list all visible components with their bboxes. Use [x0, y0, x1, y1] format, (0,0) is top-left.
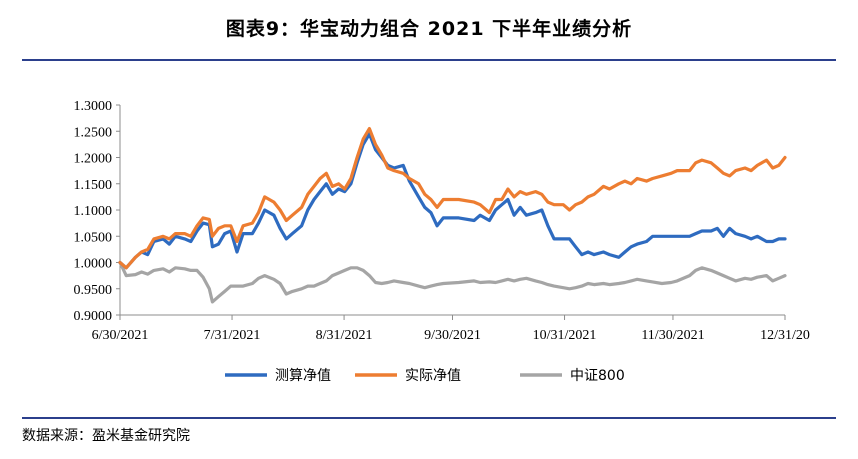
top-divider [22, 59, 836, 61]
chart-lines [118, 127, 787, 304]
x-tick-label: 6/30/2021 [92, 328, 149, 343]
y-tick-label: 1.2500 [74, 125, 113, 140]
source-note: 数据来源：盈米基金研究院 [22, 428, 190, 444]
y-tick-label: 1.1500 [74, 178, 113, 193]
legend-label-2: 中证800 [570, 368, 625, 384]
y-tick-label: 0.9500 [74, 283, 113, 298]
series-line-0 [118, 132, 787, 270]
y-tick-label: 1.2000 [74, 152, 113, 167]
bottom-divider [22, 417, 836, 419]
series-line-1 [118, 127, 787, 270]
x-tick-label: 10/31/2021 [533, 328, 597, 343]
x-tick-label: 8/31/2021 [316, 328, 373, 343]
x-tick-label: 7/31/2021 [204, 328, 261, 343]
series-line-2 [118, 260, 787, 304]
legend-label-0: 测算净值 [275, 368, 331, 384]
legend-label-1: 实际净值 [405, 368, 461, 384]
x-tick-label: 9/30/2021 [424, 328, 481, 343]
x-tick-label: 12/31/20 [760, 328, 810, 343]
y-tick-label: 0.9000 [74, 309, 113, 324]
y-tick-label: 1.3000 [74, 99, 113, 114]
y-tick-label: 1.0000 [74, 257, 113, 272]
x-tick-label: 11/30/2021 [641, 328, 704, 343]
chart-legend: 测算净值 实际净值 中证800 [225, 368, 625, 384]
page-title: 图表9：华宝动力组合 2021 下半年业绩分析 [225, 18, 633, 40]
chart-axes: 0.9000 0.9500 1.0000 1.0500 1.1000 1.1500 1.20… [74, 99, 810, 343]
y-tick-label: 1.0500 [74, 230, 113, 245]
y-tick-label: 1.1000 [74, 204, 113, 219]
